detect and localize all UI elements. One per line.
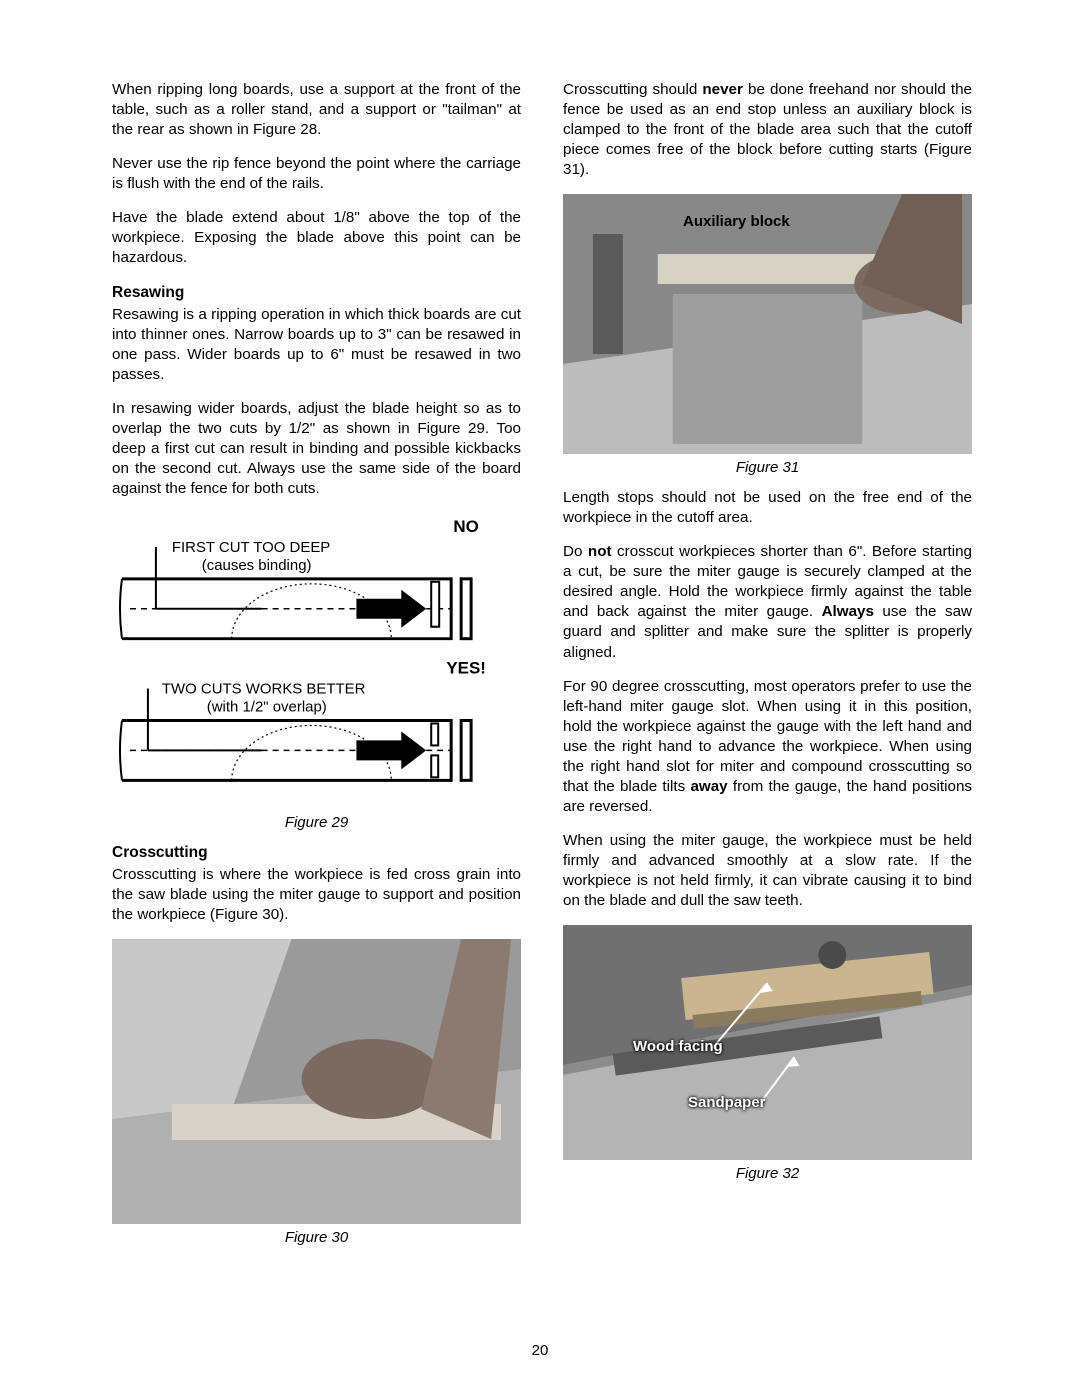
diagram-no-label: NO <box>453 516 478 535</box>
figure-29-diagram: NO FIRST CUT TOO DEEP (causes binding) <box>112 514 521 809</box>
figure-30-caption: Figure 30 <box>112 1228 521 1248</box>
heading-crosscutting: Crosscutting <box>112 843 521 863</box>
figure-32-caption: Figure 32 <box>563 1164 972 1184</box>
bold-always: Always <box>822 603 874 620</box>
bold-not: not <box>588 543 612 560</box>
paragraph: In resawing wider boards, adjust the bla… <box>112 399 521 499</box>
resaw-diagram-svg: NO FIRST CUT TOO DEEP (causes binding) <box>112 514 521 803</box>
diagram-text: (with 1/2" overlap) <box>207 698 327 715</box>
two-column-layout: When ripping long boards, use a support … <box>112 80 972 1258</box>
paragraph: Never use the rip fence beyond the point… <box>112 154 521 194</box>
heading-resawing: Resawing <box>112 283 521 303</box>
wood-facing-label: Wood facing <box>633 1037 723 1057</box>
paragraph: Resawing is a ripping operation in which… <box>112 305 521 385</box>
paragraph: Crosscutting is where the workpiece is f… <box>112 865 521 925</box>
text-run: Do <box>563 543 588 560</box>
figure-29-caption: Figure 29 <box>112 813 521 833</box>
paragraph: Have the blade extend about 1/8" above t… <box>112 208 521 268</box>
page-number: 20 <box>0 1342 1080 1359</box>
diagram-text: FIRST CUT TOO DEEP <box>172 538 330 555</box>
diagram-yes-label: YES! <box>446 658 486 677</box>
diagram-text: TWO CUTS WORKS BETTER <box>162 680 366 697</box>
photo-placeholder-svg <box>112 939 521 1224</box>
bold-never: never <box>702 81 743 98</box>
text-run: Crosscutting should <box>563 81 702 98</box>
paragraph: When ripping long boards, use a support … <box>112 80 521 140</box>
figure-31-photo: Auxiliary block <box>563 194 972 454</box>
figure-31-caption: Figure 31 <box>563 458 972 478</box>
manual-page: When ripping long boards, use a support … <box>0 0 1080 1397</box>
paragraph: When using the miter gauge, the workpiec… <box>563 831 972 911</box>
left-column: When ripping long boards, use a support … <box>112 80 521 1258</box>
paragraph: Crosscutting should never be done freeha… <box>563 80 972 180</box>
paragraph: For 90 degree crosscutting, most operato… <box>563 677 972 817</box>
photo-placeholder-svg <box>563 925 972 1160</box>
auxiliary-block-label: Auxiliary block <box>683 212 790 232</box>
paragraph: Do not crosscut workpieces shorter than … <box>563 542 972 662</box>
figure-30-photo <box>112 939 521 1224</box>
diagram-text: (causes binding) <box>202 556 312 573</box>
photo-placeholder-svg <box>563 194 972 454</box>
bold-away: away <box>690 778 727 795</box>
figure-32-photo: Wood facing Sandpaper <box>563 925 972 1160</box>
paragraph: Length stops should not be used on the f… <box>563 488 972 528</box>
right-column: Crosscutting should never be done freeha… <box>563 80 972 1258</box>
sandpaper-label: Sandpaper <box>688 1093 766 1113</box>
